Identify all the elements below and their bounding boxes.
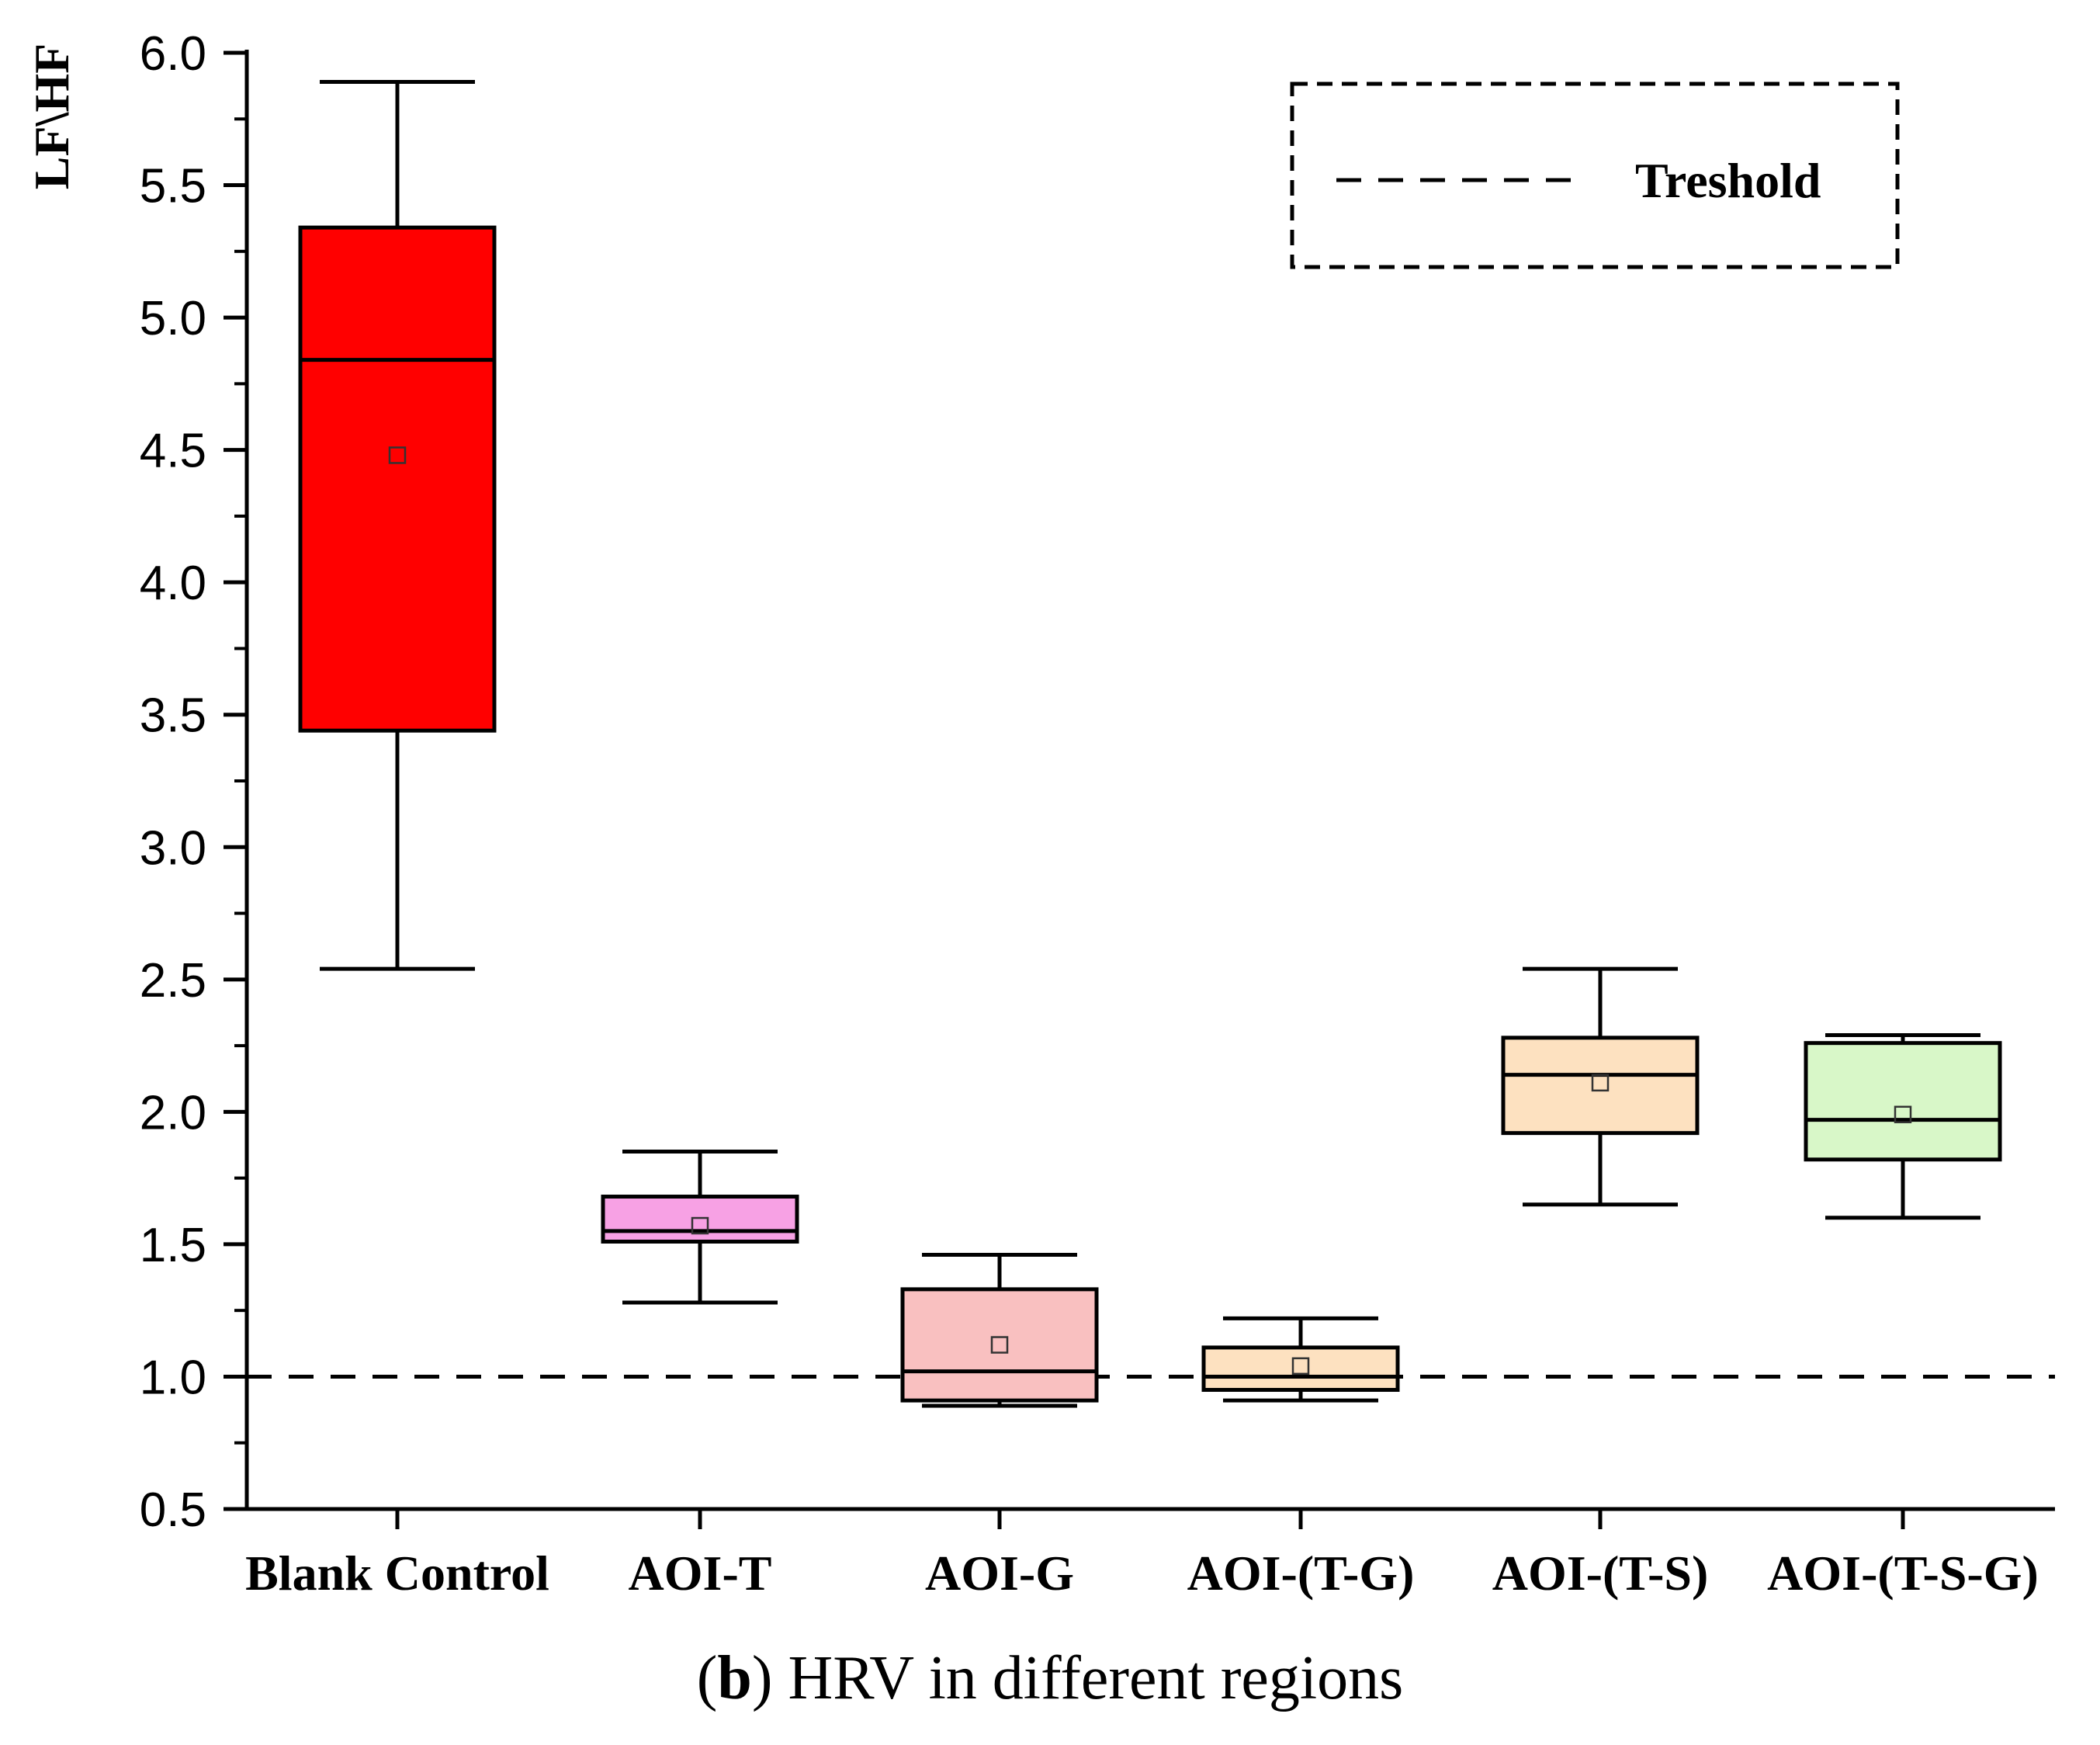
x-tick-label: AOI-(T-G) bbox=[1187, 1546, 1415, 1601]
legend-threshold-label: Treshold bbox=[1635, 153, 1821, 208]
box-3-mean-marker bbox=[1291, 1357, 1310, 1376]
y-tick-label: 2.5 bbox=[140, 954, 206, 1008]
legend-frame bbox=[1290, 82, 1900, 269]
x-tick-label: AOI-(T-S-G) bbox=[1767, 1546, 2039, 1601]
y-tick-label: 5.0 bbox=[140, 292, 206, 345]
y-tick-label: 6.0 bbox=[140, 27, 206, 81]
box-4-body bbox=[1501, 1036, 1700, 1136]
box-1-mean-marker bbox=[691, 1216, 709, 1235]
legend: Treshold bbox=[1290, 82, 1900, 269]
y-axis-title: LF\HF bbox=[24, 43, 79, 189]
y-tick-label: 3.0 bbox=[140, 821, 206, 875]
box-5-mean-marker bbox=[1894, 1105, 1912, 1124]
box-1-body bbox=[601, 1195, 799, 1244]
box-5-body bbox=[1804, 1041, 2002, 1162]
y-tick-label: 0.5 bbox=[140, 1483, 206, 1537]
box-0-body bbox=[298, 225, 497, 733]
x-tick-label: AOI-G bbox=[925, 1546, 1074, 1601]
plot-area: 0.5 1.0 1.5 2.0 2.5 3.0 3.5 4.0 4.5 5.0 5.5 6.0 Blan… bbox=[140, 27, 2055, 1601]
y-tick-label: 2.0 bbox=[140, 1086, 206, 1140]
caption-open-paren: ( bbox=[697, 1644, 718, 1712]
box-3-body bbox=[1201, 1345, 1400, 1393]
x-tick-label: Blank Control bbox=[245, 1546, 549, 1601]
caption-text: HRV in different regions bbox=[773, 1644, 1404, 1712]
y-tick-label: 3.5 bbox=[140, 689, 206, 743]
box-0-mean-marker bbox=[388, 446, 407, 464]
caption-letter: b bbox=[717, 1644, 752, 1712]
caption-close-paren: ) bbox=[752, 1644, 773, 1712]
y-tick-label: 4.0 bbox=[140, 557, 206, 610]
box-2-mean-marker bbox=[990, 1336, 1009, 1354]
y-tick-label: 4.5 bbox=[140, 425, 206, 478]
x-tick-label: AOI-T bbox=[629, 1546, 772, 1601]
box-4-mean-marker bbox=[1591, 1074, 1610, 1092]
figure-caption: (b) HRV in different regions bbox=[697, 1644, 1404, 1712]
y-tick-label: 1.5 bbox=[140, 1219, 206, 1272]
y-tick-label: 5.5 bbox=[140, 160, 206, 213]
y-tick-label: 1.0 bbox=[140, 1351, 206, 1404]
box-2-body bbox=[900, 1287, 1099, 1403]
x-tick-label: AOI-(T-S) bbox=[1492, 1546, 1709, 1601]
